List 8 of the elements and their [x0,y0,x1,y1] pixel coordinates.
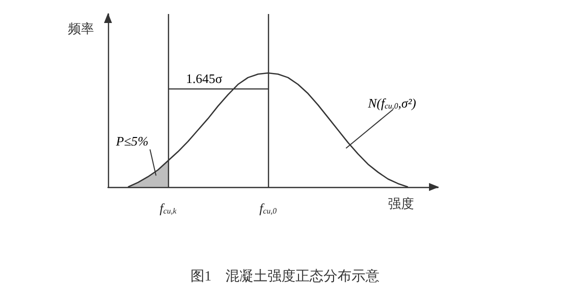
text: 图1 混凝土强度正态分布示意 [190,268,380,284]
y-axis-title: 频率 [68,21,94,36]
x-tick-label: fcu,k [160,200,177,216]
annotation: N(fcu,0,σ²) [367,95,416,110]
x-tick-label: fcu,0 [259,200,277,216]
x-axis-title: 强度 [388,196,414,211]
annotation: P≤5% [115,134,149,149]
annotation: 1.645σ [186,70,222,86]
